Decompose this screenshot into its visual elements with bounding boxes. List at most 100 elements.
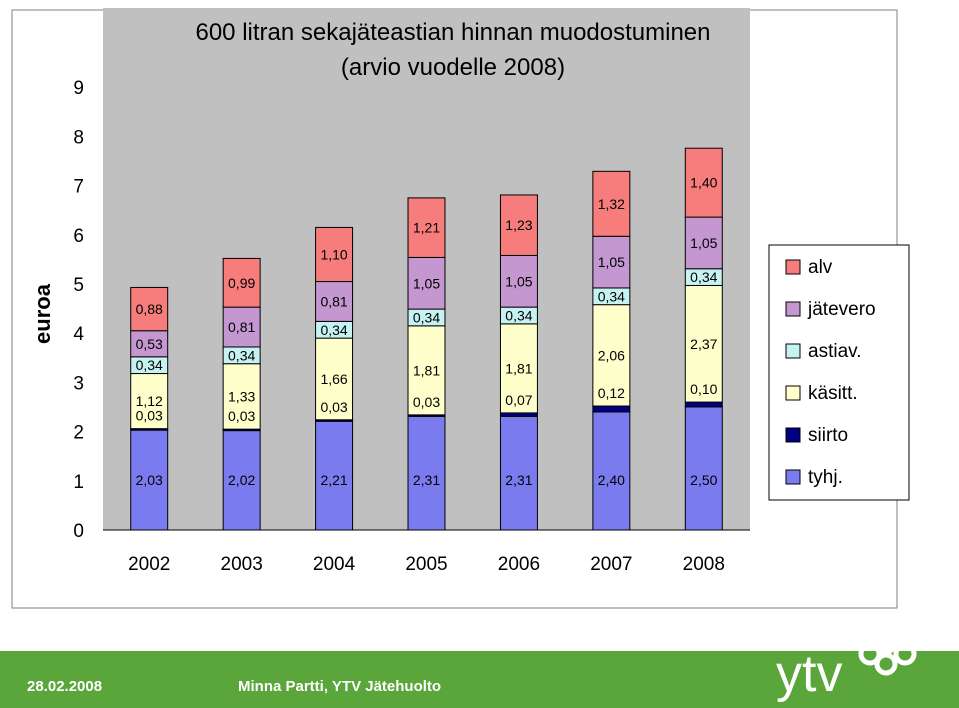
data-label: 2,03 (136, 472, 163, 488)
x-tick-label: 2003 (221, 554, 263, 575)
legend-box (768, 244, 910, 501)
y-tick-label: 7 (73, 177, 84, 198)
bar-segment (592, 170, 631, 237)
bar-segment (315, 337, 354, 421)
bar-segment (684, 216, 723, 270)
y-tick-label: 3 (73, 373, 84, 394)
bar-segment (499, 254, 538, 308)
bar-segment (315, 226, 354, 283)
bar-segment (130, 330, 169, 358)
data-label: 0,03 (228, 408, 255, 424)
data-label: 0,34 (505, 307, 532, 323)
bar-segment (592, 405, 631, 413)
legend-label: alv (808, 257, 833, 278)
legend-swatch (785, 301, 801, 317)
legend-label: siirto (808, 425, 848, 446)
bar-segment (684, 284, 723, 403)
data-label: 1,21 (413, 220, 440, 236)
x-tick-label: 2007 (590, 554, 632, 575)
bar-segment (684, 406, 723, 531)
data-label: 1,32 (598, 196, 625, 212)
bar-segment (130, 373, 169, 430)
ytv-logo-text: ytv (776, 651, 842, 703)
data-label: 1,05 (690, 235, 717, 251)
data-label: 1,81 (505, 360, 532, 376)
footer-author: Minna Partti, YTV Jätehuolto (238, 678, 442, 695)
footer-background: ytv (0, 651, 959, 708)
data-label: 2,50 (690, 472, 717, 488)
bar-segment (499, 323, 538, 414)
data-label: 2,31 (505, 472, 532, 488)
bar-segment (407, 256, 446, 310)
data-label: 0,07 (505, 392, 532, 408)
ytv-logo-swirl-icon (858, 651, 917, 676)
bar-segment (130, 286, 169, 332)
data-label: 1,05 (598, 254, 625, 270)
legend-label: käsitt. (808, 383, 858, 404)
bars (130, 147, 723, 531)
data-label: 0,53 (136, 336, 163, 352)
y-tick-label: 8 (73, 127, 84, 148)
ytv-logo: ytv (776, 651, 917, 703)
legend: alv jätevero astiav. käsitt. siirto tyhj. (768, 244, 910, 501)
data-label: 1,66 (320, 371, 347, 387)
data-label: 0,99 (228, 275, 255, 291)
bar-segment (499, 415, 538, 531)
chart-subtitle: (arvio vuodelle 2008) (341, 54, 565, 81)
data-label: 0,81 (320, 293, 347, 309)
x-tick-label: 2008 (683, 554, 725, 575)
bar-segment (592, 304, 631, 407)
data-label: 0,34 (690, 269, 717, 285)
data-label: 0,88 (136, 301, 163, 317)
legend-swatch (785, 259, 801, 275)
y-axis-title: euroa (30, 283, 55, 344)
data-label: 2,02 (228, 472, 255, 488)
bar-segment (222, 363, 261, 430)
data-label: 1,05 (505, 273, 532, 289)
data-label: 0,34 (136, 357, 163, 373)
data-label: 0,81 (228, 319, 255, 335)
chart-title: 600 litran sekajäteastian hinnan muodost… (195, 19, 710, 46)
data-label: 2,31 (413, 472, 440, 488)
bar-segment (407, 415, 446, 531)
legend-swatch (785, 343, 801, 359)
y-tick-label: 1 (73, 472, 84, 493)
data-label: 2,37 (690, 336, 717, 352)
data-label: 2,21 (320, 472, 347, 488)
bar-segment (499, 194, 538, 256)
bar-segment (592, 411, 631, 531)
y-tick-label: 6 (73, 226, 84, 247)
data-label: 0,34 (228, 347, 255, 363)
data-label: 0,34 (320, 322, 347, 338)
bar-segment (222, 306, 261, 348)
bar-segment (684, 147, 723, 218)
data-label: 2,40 (598, 472, 625, 488)
data-label: 0,34 (413, 309, 440, 325)
data-label: 0,03 (320, 399, 347, 415)
x-axis-ticks: 2002 2003 2004 2005 2006 2007 2008 (128, 554, 725, 575)
bar-segment (315, 281, 354, 322)
legend-swatch (785, 427, 801, 443)
legend-swatch (785, 385, 801, 401)
bar-segment (592, 235, 631, 289)
bar-segment (407, 325, 446, 416)
legend-label: astiav. (808, 341, 862, 362)
data-label: 0,34 (598, 288, 625, 304)
legend-label: tyhj. (808, 467, 843, 488)
bar-segment (222, 257, 261, 308)
data-label: 1,10 (320, 246, 347, 262)
data-labels: 2,030,031,120,340,530,882,020,031,330,34… (136, 175, 718, 488)
y-tick-label: 4 (73, 324, 84, 345)
bar-segment (407, 197, 446, 258)
legend-label: jätevero (807, 299, 876, 320)
x-tick-label: 2005 (405, 554, 447, 575)
data-label: 1,81 (413, 362, 440, 378)
data-label: 1,23 (505, 217, 532, 233)
data-label: 0,10 (690, 381, 717, 397)
data-label: 1,12 (136, 393, 163, 409)
x-tick-label: 2006 (498, 554, 540, 575)
bar-segment (222, 430, 261, 531)
bar-segment (684, 401, 723, 408)
y-tick-label: 2 (73, 423, 84, 444)
